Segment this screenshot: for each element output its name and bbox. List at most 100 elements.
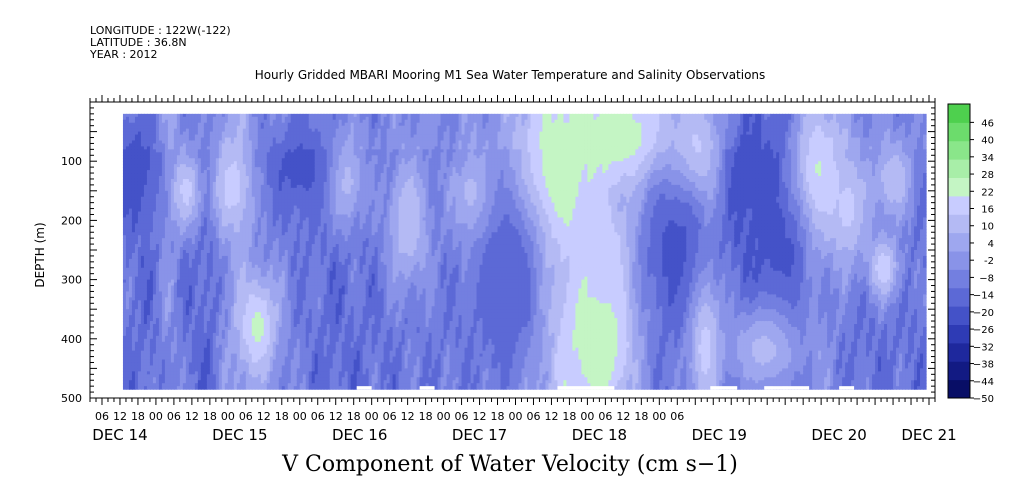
heatmap-cell — [170, 374, 175, 378]
heatmap-cell — [164, 258, 169, 263]
heatmap-cell — [206, 386, 211, 390]
heatmap-cell — [155, 276, 160, 281]
heatmap-cell — [218, 178, 223, 183]
heatmap-cell — [209, 297, 214, 301]
heatmap-cell — [143, 312, 148, 316]
heatmap-cell — [146, 247, 151, 251]
heatmap-cell — [185, 152, 190, 156]
heatmap-cell — [182, 208, 187, 213]
heatmap-cell — [158, 329, 163, 334]
heatmap-cell — [122, 196, 127, 201]
heatmap-cell — [185, 125, 190, 130]
heatmap-cell — [158, 226, 163, 230]
heatmap-cell — [131, 205, 136, 210]
heatmap-cell — [194, 125, 199, 130]
heatmap-cell — [122, 205, 127, 210]
heatmap-cell — [179, 276, 184, 281]
heatmap-cell — [131, 285, 136, 290]
heatmap-cell — [176, 164, 181, 168]
heatmap-cell — [149, 134, 154, 139]
heatmap-cell — [203, 303, 208, 307]
heatmap-cell — [188, 244, 193, 248]
heatmap-cell — [167, 297, 172, 301]
heatmap-cell — [161, 164, 166, 168]
heatmap-cell — [179, 303, 184, 307]
heatmap-cell — [137, 374, 142, 378]
heatmap-cell — [215, 368, 220, 372]
heatmap-cell — [167, 255, 172, 260]
heatmap-cell — [206, 359, 211, 364]
heatmap-cell — [164, 380, 169, 384]
heatmap-cell — [167, 329, 172, 334]
heatmap-cell — [194, 229, 199, 233]
heatmap-cell — [167, 244, 172, 248]
heatmap-cell — [155, 291, 160, 295]
heatmap-cell — [122, 297, 127, 301]
heatmap-cell — [155, 306, 160, 310]
heatmap-cell — [182, 137, 187, 142]
heatmap-cell — [209, 326, 214, 331]
heatmap-cell — [170, 297, 175, 301]
heatmap-cell — [191, 321, 196, 325]
heatmap-cell — [215, 217, 220, 221]
heatmap-cell — [122, 187, 127, 192]
heatmap-cell — [164, 350, 169, 355]
heatmap-cell — [194, 386, 199, 390]
heatmap-cell — [212, 297, 217, 301]
latitude-label: LATITUDE : 36.8N — [90, 37, 187, 49]
heatmap-cell — [179, 350, 184, 355]
heatmap-cell — [146, 318, 151, 322]
heatmap-cell — [209, 113, 214, 118]
heatmap-cell — [134, 371, 139, 375]
heatmap-cell — [140, 306, 145, 310]
heatmap-cell — [218, 214, 223, 219]
heatmap-cell — [203, 238, 208, 242]
heatmap-cell — [125, 176, 130, 180]
heatmap-cell — [203, 149, 208, 153]
heatmap-cell — [188, 329, 193, 334]
heatmap-cell — [221, 226, 226, 230]
heatmap-cell — [143, 170, 148, 174]
heatmap-cell — [161, 368, 166, 372]
heatmap-cell — [218, 359, 223, 364]
heatmap-cell — [191, 226, 196, 230]
heatmap-cell — [122, 173, 127, 177]
heatmap-cell — [173, 258, 178, 263]
heatmap-cell — [137, 178, 142, 183]
heatmap-cell — [125, 205, 130, 210]
heatmap-cell — [185, 377, 190, 381]
heatmap-cell — [122, 267, 127, 272]
heatmap-cell — [188, 264, 193, 269]
heatmap-cell — [206, 264, 211, 269]
heatmap-cell — [185, 306, 190, 310]
heatmap-cell — [152, 359, 157, 364]
heatmap-cell — [125, 232, 130, 236]
heatmap-cell — [140, 176, 145, 180]
heatmap-cell — [218, 341, 223, 346]
heatmap-cell — [137, 294, 142, 298]
heatmap-cell — [212, 250, 217, 254]
heatmap-cell — [176, 199, 181, 204]
heatmap-cell — [164, 202, 169, 207]
heatmap-cell — [194, 294, 199, 298]
heatmap-cell — [143, 152, 148, 156]
heatmap-cell — [212, 196, 217, 201]
heatmap-cell — [128, 341, 133, 346]
heatmap-cell — [197, 146, 202, 150]
heatmap-cell — [218, 356, 223, 361]
heatmap-cell — [209, 270, 214, 275]
heatmap-cell — [173, 119, 178, 124]
heatmap-cell — [167, 226, 172, 230]
heatmap-cell — [182, 273, 187, 278]
heatmap-cell — [143, 371, 148, 375]
heatmap-cell — [209, 238, 214, 242]
heatmap-cell — [143, 125, 148, 130]
heatmap-cell — [215, 149, 220, 153]
heatmap-cell — [173, 241, 178, 245]
heatmap-cell — [185, 223, 190, 227]
heatmap-cell — [203, 164, 208, 168]
heatmap-cell — [209, 294, 214, 298]
heatmap-cell — [221, 119, 226, 124]
heatmap-cell — [194, 347, 199, 352]
heatmap-cell — [161, 273, 166, 278]
